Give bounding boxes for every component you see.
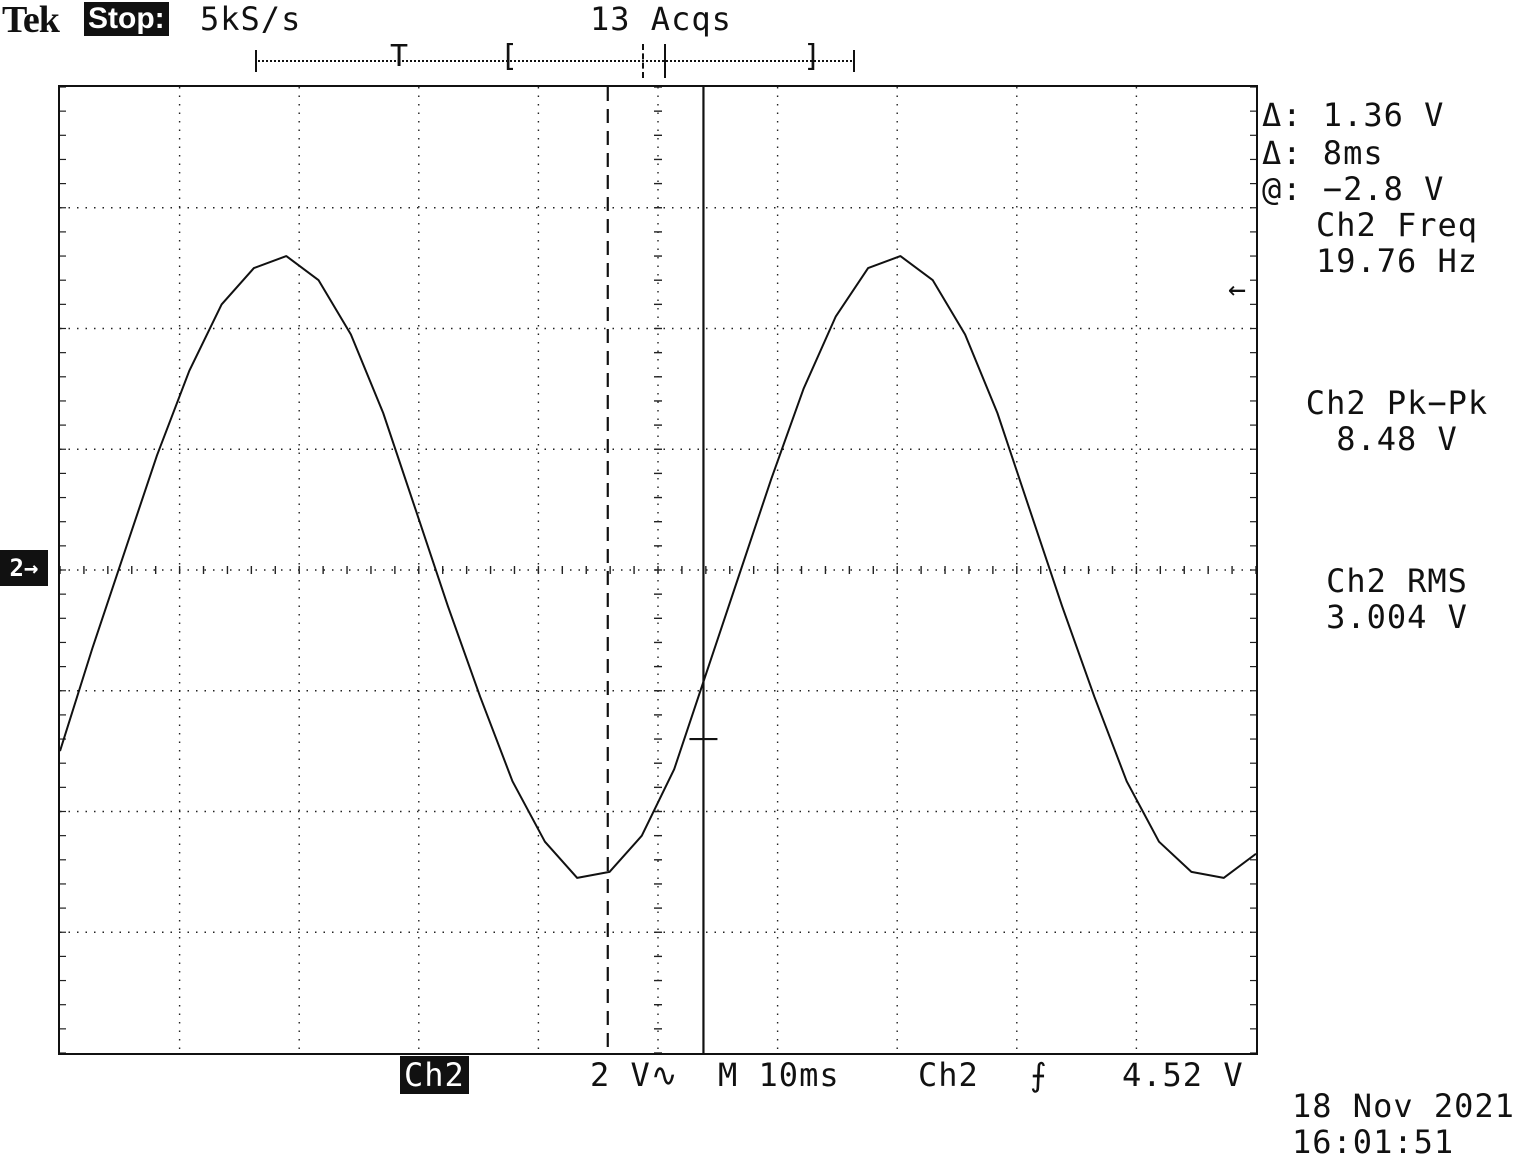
record-right-end (853, 50, 855, 72)
record-cursor-dashed (642, 44, 644, 78)
scope-graticule[interactable] (58, 85, 1258, 1055)
measurement-rms-name: Ch2 RMS (1326, 562, 1468, 600)
volts-per-division: 2 V∿ (590, 1056, 679, 1094)
bottom-status-bar: Ch2 2 V∿ M 10ms Ch2 ⨍ 4.52 V (0, 1056, 1535, 1096)
window-right-bracket: ] (803, 39, 822, 74)
trigger-position-marker: T (390, 39, 409, 74)
trigger-slope-icon: ⨍ (1030, 1056, 1048, 1094)
measurement-freq-value: 19.76 Hz (1315, 242, 1479, 280)
measurement-pkpk-name: Ch2 Pk−Pk (1305, 384, 1489, 422)
measurement-pkpk-value: 8.48 V (1336, 420, 1458, 458)
delta-time-readout: Δ: 8ms (1262, 134, 1384, 172)
record-position-bar: T [ ] (255, 40, 855, 78)
measurement-freq-name: Ch2 Freq (1315, 206, 1479, 244)
timestamp: 18 Nov 2021 16:01:51 (1292, 1088, 1515, 1160)
trigger-level-readout: 4.52 V (1122, 1056, 1244, 1094)
measurement-rms-value: 3.004 V (1326, 598, 1468, 636)
time-readout: 16:01:51 (1292, 1123, 1455, 1161)
record-left-end (255, 50, 257, 72)
channel-2-ground-marker: 2→ (0, 550, 48, 586)
date-readout: 18 Nov 2021 (1292, 1087, 1515, 1125)
waveform-plot (60, 87, 1256, 1053)
run-state-badge[interactable]: Stop: (84, 2, 169, 36)
sample-rate-readout: 5kS/s (200, 0, 302, 38)
window-left-bracket: [ (500, 39, 519, 74)
trigger-level-arrow: ← (1228, 272, 1247, 307)
channel-indicator[interactable]: Ch2 (400, 1056, 469, 1094)
trigger-source: Ch2 (918, 1056, 979, 1094)
top-status-bar: Tek Stop: 5kS/s 13 Acqs (0, 0, 1535, 44)
delta-voltage-readout: Δ: 1.36 V (1262, 96, 1445, 134)
record-cursor-solid (664, 44, 666, 78)
cursor-voltage-readout: @: −2.8 V (1262, 170, 1445, 208)
timebase-readout: M 10ms (718, 1056, 840, 1094)
ch2-waveform (60, 255, 1256, 879)
record-line (255, 60, 855, 62)
brand-logo: Tek (2, 0, 60, 41)
acquisition-count: 13 Acqs (590, 0, 732, 38)
